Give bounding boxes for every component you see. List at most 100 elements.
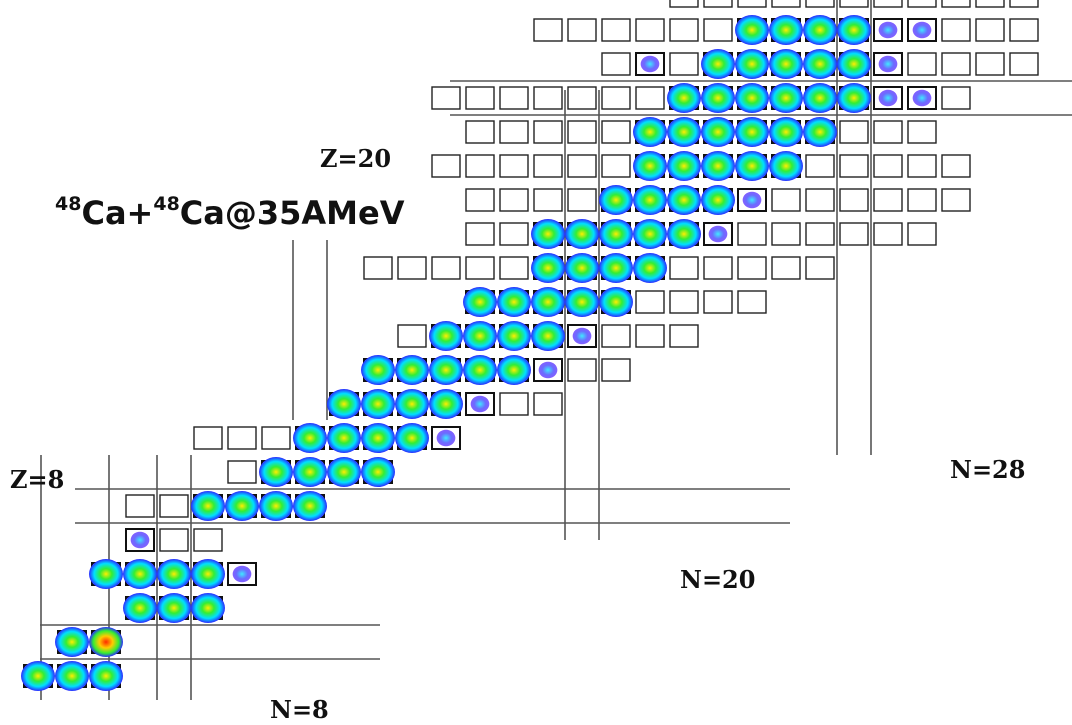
isotope-box (873, 222, 903, 246)
reaction-label: 48Ca+48Ca@35AMeV (55, 193, 405, 232)
yield-blob (361, 423, 395, 453)
yield-blob (878, 55, 898, 73)
isotope-box (601, 18, 631, 42)
mass-number-1: 48 (55, 193, 81, 215)
yield-blob (769, 117, 803, 147)
yield-blob (538, 361, 558, 379)
isotope-box (703, 18, 733, 42)
yield-blob (803, 83, 837, 113)
isotope-box (907, 222, 937, 246)
yield-blob (157, 559, 191, 589)
isotope-box (975, 18, 1005, 42)
yield-blob (470, 395, 490, 413)
isotope-box (193, 426, 223, 450)
isotope-box (465, 222, 495, 246)
isotope-box (601, 120, 631, 144)
yield-blob (531, 253, 565, 283)
yield-blob (667, 219, 701, 249)
isotope-box (601, 52, 631, 76)
yield-blob (912, 89, 932, 107)
yield-blob (667, 83, 701, 113)
yield-blob (463, 321, 497, 351)
yield-blob (565, 253, 599, 283)
element-2: Ca (180, 194, 225, 232)
isotope-box (533, 120, 563, 144)
yield-blob (735, 83, 769, 113)
yield-blob (497, 355, 531, 385)
yield-blob (633, 219, 667, 249)
isotope-box-filled (873, 86, 903, 110)
yield-blob (837, 49, 871, 79)
isotope-box (533, 18, 563, 42)
isotope-box (431, 154, 461, 178)
yield-blob (361, 457, 395, 487)
yield-blobs (21, 15, 932, 691)
yield-blob (191, 491, 225, 521)
yield-blob (232, 565, 252, 583)
isotope-box (907, 0, 937, 8)
yield-blob (803, 117, 837, 147)
isotope-box (839, 188, 869, 212)
isotope-box (567, 358, 597, 382)
yield-blob (769, 15, 803, 45)
yield-blob (361, 389, 395, 419)
yield-blob (803, 15, 837, 45)
yield-blob (708, 225, 728, 243)
yield-blob (878, 89, 898, 107)
isotope-box (227, 426, 257, 450)
isotope-box-filled (465, 392, 495, 416)
isotope-box (635, 86, 665, 110)
isotope-box (669, 0, 699, 8)
isotope-box (499, 86, 529, 110)
yield-blob (123, 559, 157, 589)
yield-blob (769, 49, 803, 79)
yield-blob (599, 185, 633, 215)
yield-blob (701, 49, 735, 79)
yield-blob (837, 15, 871, 45)
yield-blob (701, 185, 735, 215)
isotope-box (805, 154, 835, 178)
yield-blob (259, 457, 293, 487)
yield-blob (395, 423, 429, 453)
yield-blob (572, 327, 592, 345)
yield-blob (463, 287, 497, 317)
element-1: Ca (81, 194, 126, 232)
yield-blob (701, 151, 735, 181)
yield-blob (565, 287, 599, 317)
isotope-box (567, 18, 597, 42)
isotope-box (669, 256, 699, 280)
isotope-box (1009, 18, 1039, 42)
yield-blob (429, 321, 463, 351)
plus-sign: + (127, 194, 154, 232)
isotope-box (737, 290, 767, 314)
isotope-box (703, 0, 733, 8)
yield-blob (361, 355, 395, 385)
yield-blob (429, 389, 463, 419)
yield-blob (599, 219, 633, 249)
yield-blob (436, 429, 456, 447)
yield-blob (395, 355, 429, 385)
isotope-box (567, 120, 597, 144)
isotope-box (567, 154, 597, 178)
isotope-box (737, 222, 767, 246)
beam-energy: @35AMeV (225, 194, 405, 232)
isotope-box-filled (635, 52, 665, 76)
isotope-box (941, 18, 971, 42)
isotope-box (839, 0, 869, 8)
yield-blob (55, 627, 89, 657)
isotope-box (533, 188, 563, 212)
yield-blob (395, 389, 429, 419)
isotope-box (907, 188, 937, 212)
isotope-box (805, 188, 835, 212)
isotope-box (397, 324, 427, 348)
yield-blob (667, 117, 701, 147)
isotope-box (533, 154, 563, 178)
isotope-box (873, 0, 903, 8)
yield-blob (327, 389, 361, 419)
isotope-box (465, 120, 495, 144)
yield-blob (640, 55, 660, 73)
yield-blob (565, 219, 599, 249)
yield-blob (912, 21, 932, 39)
isotope-box (533, 86, 563, 110)
yield-blob (293, 457, 327, 487)
